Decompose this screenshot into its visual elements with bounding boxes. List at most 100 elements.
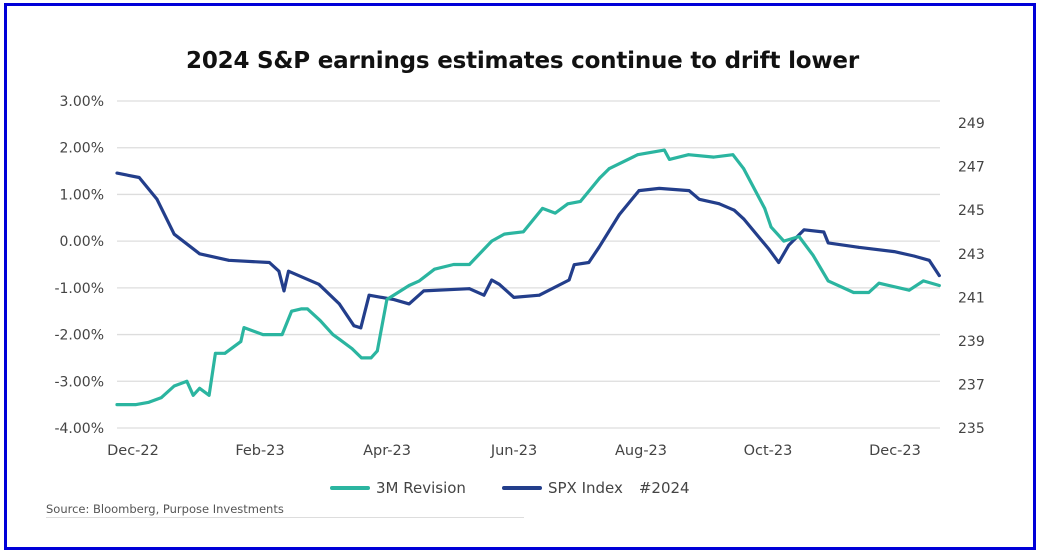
data-point-spx-index	[767, 248, 771, 251]
data-point-3m-revision	[239, 340, 243, 343]
data-point-spx-index	[537, 293, 541, 297]
data-point-3m-revision	[731, 153, 735, 157]
data-point-3m-revision	[468, 263, 471, 266]
data-point-3m-revision	[668, 158, 671, 161]
left-axis-tick-label: 3.00%	[60, 94, 104, 110]
data-point-spx-index	[826, 241, 830, 245]
data-point-spx-index	[697, 197, 701, 201]
data-point-spx-index	[317, 282, 321, 286]
series-lines	[115, 148, 941, 407]
data-point-spx-index	[115, 171, 119, 175]
chart-title: 2024 S&P earnings estimates continue to …	[186, 48, 859, 74]
x-axis-tick-label: Dec-22	[107, 443, 159, 459]
data-point-spx-index	[277, 269, 281, 273]
left-axis-ticks: 3.00% 2.00% 1.00% 0.00% -1.00% -2.00% -3.00% -4…	[54, 94, 104, 437]
left-axis-tick-label: -2.00%	[54, 328, 104, 344]
data-point-spx-index	[572, 263, 576, 267]
data-point-spx-index	[892, 250, 896, 254]
data-point-3m-revision	[712, 155, 716, 159]
data-point-3m-revision	[763, 207, 767, 210]
series-line-3m-revision	[115, 148, 941, 407]
data-point-3m-revision	[134, 403, 138, 406]
right-axis-tick-label: 247	[958, 160, 985, 176]
data-point-spx-index	[155, 197, 159, 201]
data-point-3m-revision	[826, 279, 830, 283]
right-axis-ticks: 249 247 245 243 241 239 237 235	[958, 116, 985, 437]
x-axis-tick-label: Feb-23	[235, 443, 284, 459]
data-point-3m-revision	[375, 349, 379, 353]
data-point-spx-index	[637, 189, 641, 193]
x-axis-tick-label: Apr-23	[363, 443, 411, 459]
left-axis-tick-label: 0.00%	[60, 234, 104, 250]
data-point-3m-revision	[598, 176, 601, 180]
data-point-spx-index	[617, 213, 621, 217]
legend-swatch-3m-revision	[330, 486, 370, 490]
data-point-3m-revision	[797, 235, 801, 238]
data-point-3m-revision	[522, 230, 525, 234]
data-point-spx-index	[172, 232, 176, 236]
data-point-3m-revision	[331, 333, 335, 336]
data-point-spx-index	[802, 228, 806, 232]
series-line-spx-index	[115, 171, 941, 330]
data-point-3m-revision	[687, 153, 690, 157]
data-point-3m-revision	[811, 253, 815, 257]
data-point-spx-index	[392, 298, 396, 301]
legend-item-3m-revision[interactable]: 3M Revision	[330, 479, 466, 497]
data-point-spx-index	[567, 278, 571, 282]
data-point-3m-revision	[607, 167, 611, 171]
data-point-spx-index	[337, 302, 341, 306]
x-axis-tick-label: Jun-23	[490, 443, 537, 459]
legend-note: #2024	[638, 479, 690, 497]
right-axis-tick-label: 235	[958, 421, 985, 437]
data-point-3m-revision	[433, 267, 436, 271]
data-point-3m-revision	[214, 351, 217, 355]
data-point-spx-index	[367, 293, 371, 297]
data-point-3m-revision	[172, 384, 176, 388]
data-point-3m-revision	[553, 211, 557, 215]
data-point-spx-index	[422, 289, 426, 293]
data-point-spx-index	[287, 269, 290, 273]
data-point-3m-revision	[663, 148, 666, 152]
data-point-3m-revision	[198, 386, 202, 390]
data-point-spx-index	[927, 258, 931, 262]
right-axis-tick-label: 249	[958, 116, 985, 132]
data-point-3m-revision	[407, 284, 411, 287]
data-point-3m-revision	[191, 393, 195, 397]
data-point-spx-index	[597, 245, 601, 249]
data-point-spx-index	[482, 293, 486, 297]
data-point-spx-index	[352, 324, 356, 328]
source-note: Source: Bloomberg, Purpose Investments	[46, 502, 524, 518]
data-point-3m-revision	[769, 225, 773, 229]
chart-frame	[4, 3, 1036, 550]
data-point-3m-revision	[782, 239, 786, 243]
data-point-spx-index	[912, 254, 916, 258]
data-point-3m-revision	[242, 326, 246, 329]
data-point-3m-revision	[280, 333, 284, 336]
data-point-3m-revision	[452, 263, 455, 266]
data-point-spx-index	[497, 282, 501, 286]
data-point-3m-revision	[360, 356, 363, 360]
data-point-3m-revision	[290, 309, 293, 313]
data-point-3m-revision	[541, 207, 544, 210]
data-point-3m-revision	[566, 202, 570, 206]
left-axis-tick-label: -1.00%	[54, 281, 104, 297]
data-point-spx-index	[857, 245, 861, 249]
data-point-3m-revision	[223, 351, 227, 355]
data-point-3m-revision	[207, 393, 211, 397]
data-point-spx-index	[268, 261, 271, 264]
legend-swatch-spx-index	[501, 486, 542, 490]
data-point-3m-revision	[579, 200, 582, 203]
legend-item-spx-index[interactable]: SPX Index #2024	[501, 479, 690, 497]
right-axis-tick-label: 239	[958, 334, 985, 350]
data-point-3m-revision	[115, 403, 119, 406]
data-point-3m-revision	[417, 279, 421, 283]
data-point-spx-index	[468, 287, 471, 291]
data-point-spx-index	[777, 261, 781, 264]
x-axis-tick-label: Dec-23	[869, 443, 921, 459]
data-point-3m-revision	[502, 232, 506, 236]
data-point-3m-revision	[369, 356, 373, 360]
right-axis-tick-label: 237	[958, 378, 985, 394]
left-axis-tick-label: 1.00%	[60, 187, 104, 203]
data-point-3m-revision	[185, 379, 189, 383]
data-point-spx-index	[822, 230, 826, 234]
